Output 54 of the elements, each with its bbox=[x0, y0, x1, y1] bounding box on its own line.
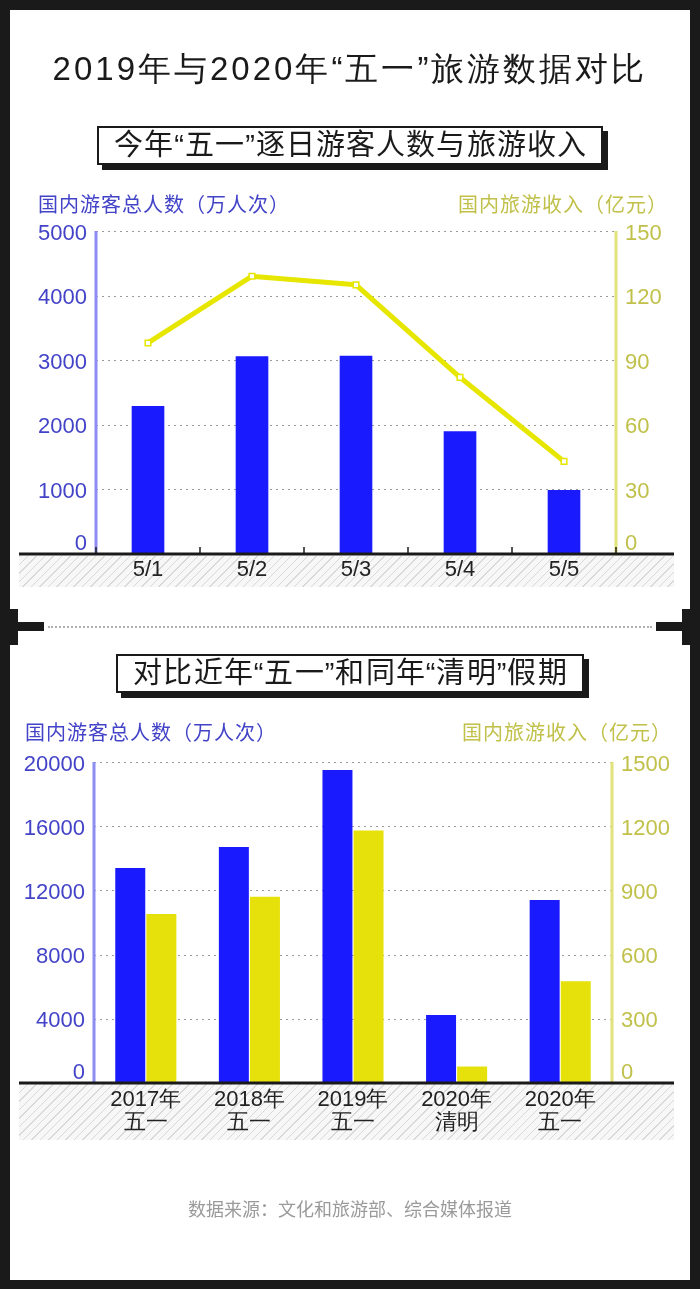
bar bbox=[426, 1015, 457, 1083]
x-tick-label: 2020年五一 bbox=[524, 1086, 596, 1135]
y2-tick-label: 300 bbox=[621, 1007, 658, 1033]
x-tick-label: 2020年清明 bbox=[421, 1086, 493, 1135]
point bbox=[352, 281, 360, 289]
y-tick-label: 4000 bbox=[38, 284, 87, 310]
bar bbox=[443, 431, 477, 554]
bar bbox=[547, 490, 581, 554]
y-tick-label: 1000 bbox=[38, 477, 87, 503]
chart-title: 2019年与2020年“五一”旅游数据对比 bbox=[51, 49, 649, 89]
x-tick-label: 2019年五一 bbox=[317, 1086, 389, 1135]
bar bbox=[457, 1066, 488, 1083]
y-tick-label: 16000 bbox=[23, 814, 85, 840]
y-tick-label: 4000 bbox=[36, 1007, 85, 1033]
y-tick-label: 20000 bbox=[23, 750, 85, 776]
chart-subtitle: 对比近年“五一”和同年“清明”假期 bbox=[116, 654, 584, 693]
point bbox=[560, 457, 568, 465]
y2-tick-label: 900 bbox=[621, 878, 658, 904]
x-tick-label: 2017年五一 bbox=[110, 1086, 182, 1135]
y-tick-label: 0 bbox=[72, 1058, 85, 1084]
y2-tick-label: 30 bbox=[625, 477, 650, 503]
x-tick-label: 5/1 bbox=[132, 556, 164, 582]
y-tick-label: 0 bbox=[74, 529, 87, 555]
y-axis-title: 国内游客总人数（万人次） bbox=[38, 193, 290, 217]
y-tick-label: 2000 bbox=[38, 413, 87, 439]
y2-tick-label: 150 bbox=[625, 219, 662, 245]
y2-tick-label: 120 bbox=[625, 284, 662, 310]
point bbox=[248, 272, 256, 280]
y2-tick-label: 0 bbox=[621, 1058, 634, 1084]
y-axis-title: 国内游客总人数（万人次） bbox=[25, 721, 277, 745]
y2-tick-label: 1500 bbox=[621, 750, 670, 776]
y-tick-label: 3000 bbox=[38, 348, 87, 374]
x-tick-label: 5/2 bbox=[236, 556, 268, 582]
y-tick-label: 12000 bbox=[23, 878, 85, 904]
bar bbox=[235, 356, 269, 554]
y2-axis-title: 国内旅游收入（亿元） bbox=[458, 193, 668, 217]
source-note: 数据来源：文化和旅游部、综合媒体报道 bbox=[187, 1199, 513, 1221]
x-tick-label: 2018年五一 bbox=[213, 1086, 285, 1135]
y2-tick-label: 60 bbox=[625, 413, 650, 439]
bar bbox=[339, 355, 373, 554]
y2-tick-label: 1200 bbox=[621, 814, 670, 840]
y2-tick-label: 90 bbox=[625, 348, 650, 374]
chart-subtitle: 今年“五一”逐日游客人数与旅游收入 bbox=[96, 126, 603, 165]
point bbox=[456, 373, 464, 382]
y2-tick-label: 600 bbox=[621, 943, 658, 969]
x-tick-label: 5/4 bbox=[444, 556, 476, 582]
y2-tick-label: 0 bbox=[625, 529, 638, 555]
y-tick-label: 8000 bbox=[36, 943, 85, 969]
bar bbox=[131, 406, 165, 554]
point bbox=[144, 339, 152, 347]
y-tick-label: 5000 bbox=[38, 219, 87, 245]
x-tick-label: 5/3 bbox=[340, 556, 372, 582]
x-tick-label: 5/5 bbox=[548, 556, 580, 582]
y2-axis-title: 国内旅游收入（亿元） bbox=[462, 721, 672, 745]
